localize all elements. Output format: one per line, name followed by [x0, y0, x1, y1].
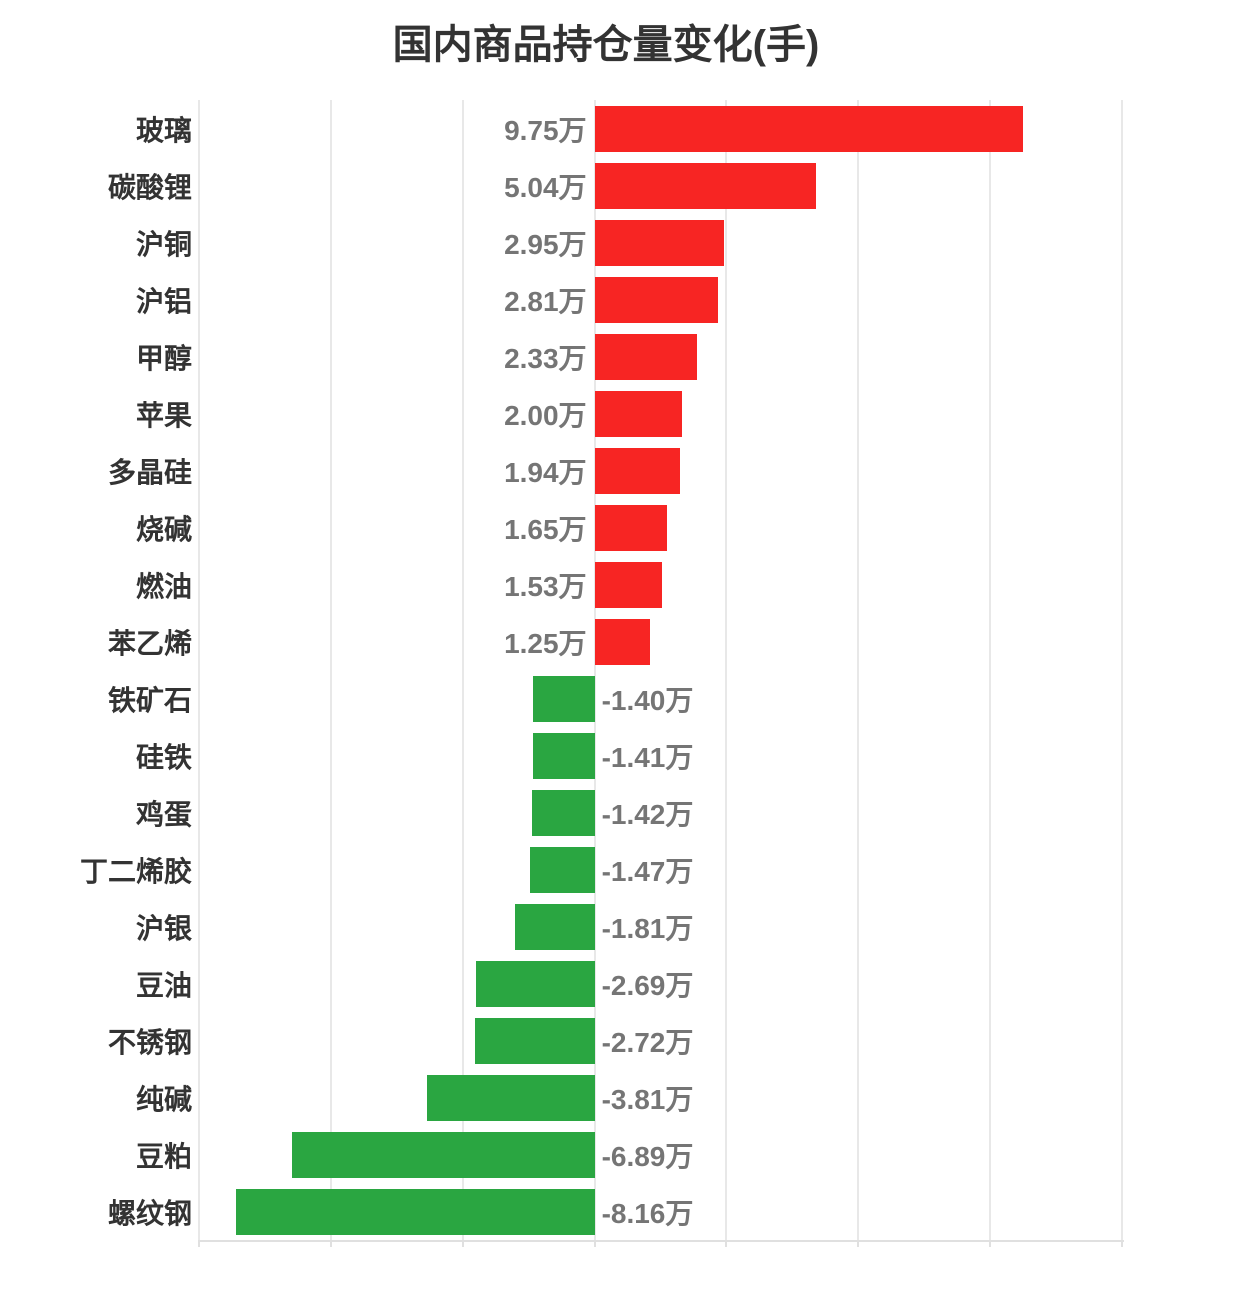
bar[interactable]	[533, 675, 595, 722]
category-label: 沪银	[135, 912, 192, 944]
bar[interactable]	[427, 1074, 595, 1121]
category-label: 硅铁	[135, 741, 192, 773]
bar[interactable]	[594, 561, 662, 608]
bar[interactable]	[235, 1188, 595, 1235]
gridline	[725, 100, 728, 1240]
axis-tick	[461, 1240, 464, 1247]
axis-tick	[198, 1240, 200, 1247]
chart-title: 国内商品持仓量变化(手)	[392, 23, 820, 67]
axis-tick	[593, 1240, 596, 1247]
axis-tick	[857, 1240, 860, 1247]
category-label: 烧碱	[135, 513, 192, 545]
category-label: 丁二烯胶	[79, 855, 192, 887]
bar[interactable]	[594, 219, 725, 266]
bar[interactable]	[515, 903, 595, 950]
category-label: 螺纹钢	[107, 1197, 192, 1229]
category-label: 沪铜	[135, 228, 192, 260]
value-label: -2.69万	[601, 969, 694, 1001]
value-label: -1.40万	[601, 684, 694, 716]
gridline	[857, 100, 860, 1240]
category-label: 多晶硅	[107, 456, 192, 488]
bar[interactable]	[594, 447, 680, 494]
bar[interactable]	[594, 276, 719, 323]
value-label: -6.89万	[601, 1140, 694, 1172]
value-label: 1.53万	[504, 570, 587, 602]
bar[interactable]	[291, 1131, 595, 1178]
bar[interactable]	[594, 105, 1024, 152]
category-label: 甲醇	[135, 342, 192, 374]
value-label: -1.41万	[601, 741, 694, 773]
category-label: 豆油	[135, 969, 192, 1001]
gridline	[989, 100, 992, 1240]
category-label: 鸡蛋	[135, 798, 192, 830]
axis-tick	[989, 1240, 992, 1247]
category-label: 纯碱	[135, 1083, 192, 1115]
value-label: -3.81万	[601, 1083, 694, 1115]
value-label: 2.95万	[504, 228, 587, 260]
axis-tick	[329, 1240, 332, 1247]
value-label: 2.81万	[504, 285, 587, 317]
category-label: 苯乙烯	[107, 627, 192, 659]
value-label: 1.94万	[504, 456, 587, 488]
value-label: -2.72万	[601, 1026, 694, 1058]
bar[interactable]	[594, 504, 668, 551]
bar[interactable]	[532, 789, 595, 836]
gridline	[593, 100, 596, 1240]
gridline	[461, 100, 464, 1240]
axis-tick	[725, 1240, 728, 1247]
bar[interactable]	[594, 618, 650, 665]
category-label: 燃油	[135, 570, 192, 602]
x-axis-line	[199, 1240, 1124, 1242]
bar[interactable]	[476, 960, 595, 1007]
value-label: 1.25万	[504, 627, 587, 659]
value-label: -8.16万	[601, 1197, 694, 1229]
bar[interactable]	[594, 162, 817, 209]
value-label: 1.65万	[504, 513, 587, 545]
bar[interactable]	[529, 846, 595, 893]
value-label: 2.33万	[504, 342, 587, 374]
category-label: 豆粕	[135, 1140, 192, 1172]
value-label: 2.00万	[504, 399, 587, 431]
bar[interactable]	[532, 732, 595, 779]
category-label: 铁矿石	[107, 684, 192, 716]
value-label: 5.04万	[504, 171, 587, 203]
category-label: 苹果	[135, 399, 192, 431]
gridline	[1121, 100, 1123, 1240]
category-label: 不锈钢	[107, 1026, 192, 1058]
bar[interactable]	[594, 390, 683, 437]
axis-tick	[1121, 1240, 1123, 1247]
category-label: 玻璃	[135, 114, 192, 146]
gridline	[329, 100, 332, 1240]
value-label: -1.42万	[601, 798, 694, 830]
value-label: 9.75万	[504, 114, 587, 146]
bar[interactable]	[475, 1017, 595, 1064]
value-label: -1.47万	[601, 855, 694, 887]
bar[interactable]	[594, 333, 697, 380]
category-label: 碳酸锂	[107, 171, 192, 203]
gridline	[198, 100, 200, 1240]
category-label: 沪铝	[135, 285, 192, 317]
value-label: -1.81万	[601, 912, 694, 944]
